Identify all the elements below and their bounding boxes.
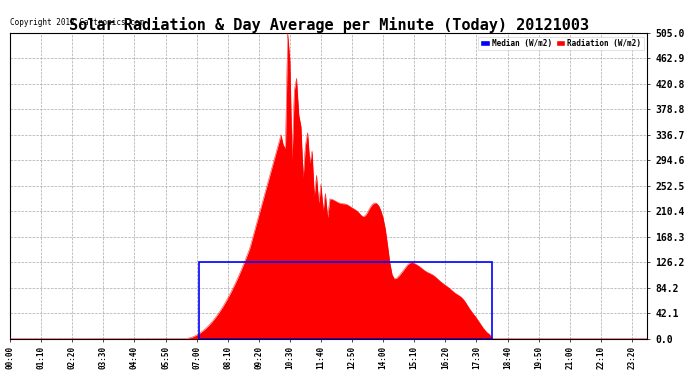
Text: Copyright 2012 Cartronics.com: Copyright 2012 Cartronics.com — [10, 18, 144, 27]
Bar — [199, 262, 492, 339]
Legend: Median (W/m2), Radiation (W/m2): Median (W/m2), Radiation (W/m2) — [478, 37, 644, 50]
Title: Solar Radiation & Day Average per Minute (Today) 20121003: Solar Radiation & Day Average per Minute… — [69, 17, 589, 33]
